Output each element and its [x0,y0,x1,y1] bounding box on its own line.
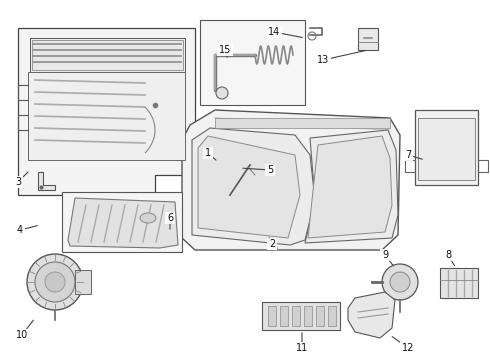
Polygon shape [38,172,55,190]
Text: 13: 13 [317,55,329,65]
Polygon shape [308,136,392,238]
Circle shape [216,87,228,99]
Bar [440,268,478,298]
Text: 11: 11 [296,343,308,353]
Text: 12: 12 [402,343,414,353]
Polygon shape [18,28,195,195]
Bar [418,118,475,180]
Text: 14: 14 [268,27,280,37]
Bar [75,270,91,294]
Circle shape [27,254,83,310]
Bar [200,20,305,105]
Polygon shape [192,128,315,245]
Polygon shape [348,292,395,338]
Polygon shape [182,110,400,250]
Bar [358,28,378,50]
Bar [28,72,185,160]
Text: 1: 1 [205,148,211,158]
Text: 15: 15 [219,45,231,55]
Circle shape [35,262,75,302]
Bar [268,306,276,326]
Bar [262,302,340,330]
Text: 3: 3 [15,177,21,187]
Polygon shape [198,136,300,238]
Text: 10: 10 [16,330,28,340]
Bar [415,110,478,185]
Bar [328,306,336,326]
Bar [215,118,390,128]
Bar [316,306,324,326]
Text: 4: 4 [17,225,23,235]
Polygon shape [68,198,178,248]
Text: 7: 7 [405,150,411,160]
Polygon shape [305,130,398,243]
Bar [280,306,288,326]
Text: 5: 5 [267,165,273,175]
Bar [62,192,182,252]
Bar [32,40,183,70]
Text: 8: 8 [445,250,451,260]
Bar [30,38,185,72]
Text: 6: 6 [167,213,173,223]
Text: 2: 2 [269,239,275,249]
Circle shape [382,264,418,300]
Ellipse shape [140,213,156,223]
Bar [292,306,300,326]
Circle shape [390,272,410,292]
Text: 9: 9 [382,250,388,260]
Bar [304,306,312,326]
Circle shape [45,272,65,292]
